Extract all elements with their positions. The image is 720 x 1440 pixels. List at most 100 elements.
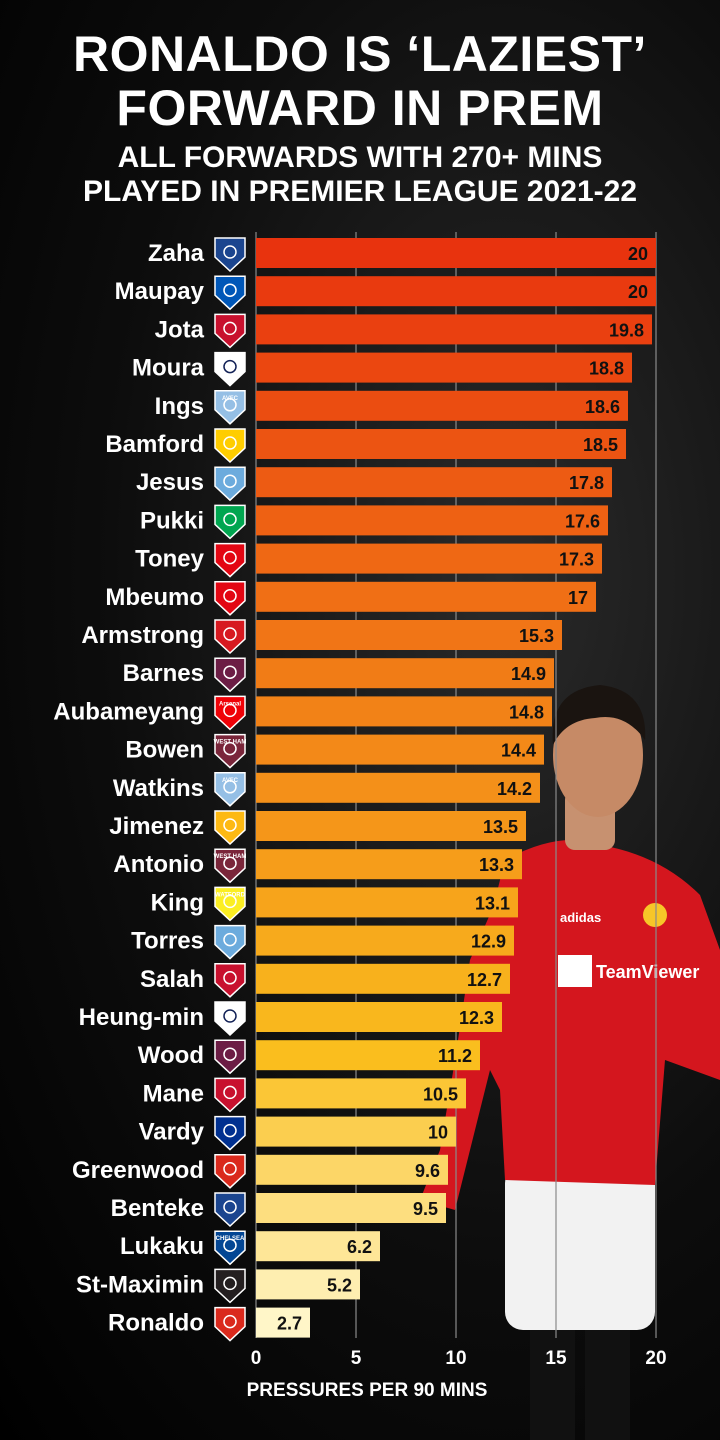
bar-mane	[256, 1078, 466, 1109]
bar-bamford	[256, 429, 626, 459]
club-badge-icon	[214, 504, 246, 540]
bar-king	[256, 887, 518, 918]
category-label: Antonio	[113, 851, 204, 878]
club-badge-icon: AVFC	[214, 390, 246, 425]
player-sponsor-box	[558, 955, 592, 987]
bar-value-label: 12.9	[471, 932, 506, 952]
bar-value-label: 18.8	[589, 359, 624, 379]
x-tick-label: 20	[645, 1348, 666, 1369]
player-kit-brand: adidas	[560, 910, 601, 925]
category-label: Benteke	[111, 1195, 204, 1222]
category-labels: Zaha Maupay Jota Moura Ings Bamford Jesus Pukki…	[53, 240, 204, 1337]
bar-mbeumo	[256, 581, 596, 612]
bar-pukki	[256, 505, 608, 536]
player-club-crest	[643, 903, 667, 927]
x-tick-label: 10	[445, 1348, 466, 1369]
club-badge-icon	[214, 1115, 246, 1151]
bar-maupay	[256, 276, 656, 307]
bar-lukaku	[256, 1231, 380, 1262]
category-label: Armstrong	[81, 622, 204, 649]
bar-value-label: 20	[628, 282, 648, 302]
bar-value-label: 10.5	[423, 1084, 458, 1104]
svg-text:WEST HAM: WEST HAM	[214, 854, 247, 860]
category-label: Torres	[131, 928, 204, 955]
club-badge-icon: AVFC	[214, 772, 246, 807]
player-shorts	[505, 1165, 655, 1330]
bar-value-label: 6.2	[347, 1237, 372, 1257]
bar-value-label: 18.6	[585, 397, 620, 417]
bar-jesus	[256, 467, 612, 498]
category-label: Greenwood	[72, 1157, 204, 1184]
svg-text:AVFC: AVFC	[222, 778, 239, 784]
club-badge-icon	[214, 1077, 246, 1113]
club-badge-icon	[214, 657, 246, 693]
bar-jimenez	[256, 811, 526, 841]
bar-benteke	[256, 1193, 446, 1223]
bar-st-maximin	[256, 1269, 360, 1300]
bar-value-label: 20	[628, 244, 648, 264]
category-label: St-Maximin	[76, 1271, 204, 1298]
bar-jota	[256, 314, 652, 345]
bar-heung-min	[256, 1002, 502, 1032]
bar-value-label: 14.2	[497, 779, 532, 799]
club-badge-icon	[214, 963, 246, 998]
bar-moura	[256, 352, 632, 383]
bar-value-label: 15.3	[519, 626, 554, 646]
player-head	[553, 693, 643, 817]
category-label: Maupay	[115, 278, 205, 305]
club-badge-icon	[214, 351, 246, 387]
bar-value-label: 17.3	[559, 550, 594, 570]
category-label: Mbeumo	[105, 584, 204, 611]
bar-value-label: 2.7	[277, 1314, 302, 1334]
category-label: Toney	[135, 546, 205, 573]
bar-wood	[256, 1040, 480, 1071]
bar-value-label: 13.5	[483, 817, 518, 837]
category-label: Mane	[143, 1080, 204, 1107]
page-title-line2: FORWARD IN PREM	[116, 80, 604, 136]
bar-vardy	[256, 1116, 456, 1147]
category-label: Zaha	[148, 240, 205, 267]
svg-text:AVFC: AVFC	[222, 396, 239, 402]
bar-value-label: 17.6	[565, 511, 600, 531]
club-badge-icon	[214, 1001, 246, 1037]
category-label: Barnes	[123, 660, 204, 687]
club-badge-icon	[214, 542, 246, 578]
category-label: Watkins	[113, 775, 204, 802]
category-label: Wood	[138, 1042, 204, 1069]
x-axis-ticks: 0 5 10 15 20	[251, 1348, 667, 1369]
bar-value-label: 10	[428, 1123, 448, 1143]
category-label: Aubameyang	[53, 698, 204, 725]
x-tick-label: 5	[351, 1348, 362, 1369]
club-badge-icon	[214, 1192, 246, 1228]
bar-watkins	[256, 772, 540, 803]
bar-zaha	[256, 238, 656, 268]
bar-value-label: 13.1	[475, 893, 510, 913]
bar-toney	[256, 543, 602, 574]
category-label: Moura	[132, 355, 205, 382]
category-label: Pukki	[140, 507, 204, 534]
subtitle-line1: ALL FORWARDS WITH 270+ MINS	[117, 141, 603, 174]
bar-value-label: 12.7	[467, 970, 502, 990]
value-labels: 20 20 19.8 18.8 18.6 18.5 17.8 17.6 17.3 17 15.3 14…	[277, 244, 648, 1334]
x-tick-label: 0	[251, 1348, 262, 1369]
subtitle-line2: PLAYED IN PREMIER LEAGUE 2021-22	[82, 175, 638, 208]
club-badge-icon	[214, 810, 246, 846]
club-badge-icon	[214, 619, 246, 655]
club-badge-icon: WEST HAM	[214, 733, 246, 769]
bar-torres	[256, 925, 514, 956]
club-badge-icon	[214, 275, 246, 311]
category-label: Ings	[155, 393, 204, 420]
bar-greenwood	[256, 1154, 448, 1185]
category-label: Vardy	[139, 1119, 205, 1146]
bar-salah	[256, 963, 510, 994]
category-label: Heung-min	[79, 1004, 204, 1031]
bar-value-label: 14.4	[501, 741, 536, 761]
x-axis-title: PRESSURES PER 90 MINS	[247, 1380, 488, 1401]
category-label: King	[151, 889, 204, 916]
bar-value-label: 14.8	[509, 702, 544, 722]
category-label: Bowen	[125, 737, 204, 764]
bar-value-label: 12.3	[459, 1008, 494, 1028]
club-badge-icon	[214, 1154, 246, 1189]
bar-value-label: 17.8	[569, 473, 604, 493]
